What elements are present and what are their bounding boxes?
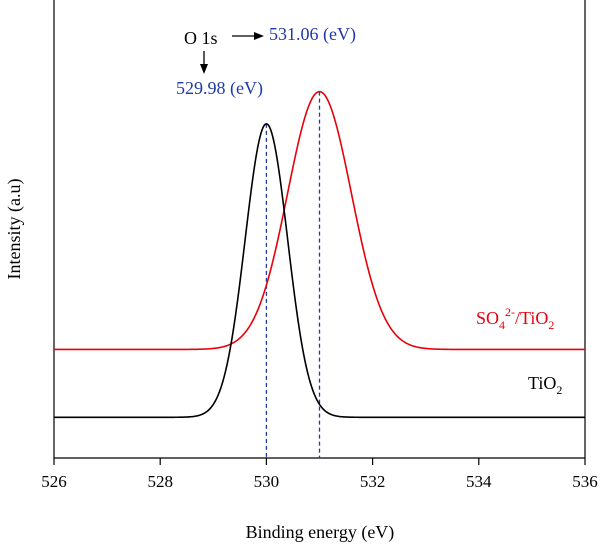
x-tick-label: 530 <box>254 472 280 491</box>
label-tio-sub: 2 <box>556 383 562 397</box>
x-ticks <box>53 458 586 465</box>
y-axis-label: Intensity (a.u) <box>4 179 25 280</box>
series-curves <box>54 90 585 419</box>
x-tick-label: 532 <box>360 472 386 491</box>
x-tick-label: 534 <box>466 472 492 491</box>
x-tick-labels: 526 528 530 532 534 536 <box>41 472 598 491</box>
x-tick-label: 536 <box>572 472 598 491</box>
peak-guides <box>265 91 321 458</box>
label-so-mid: /TiO <box>515 308 548 328</box>
label-so-sup: 2- <box>505 305 515 319</box>
label-so-sub1: 4 <box>499 318 505 332</box>
arrow-right-icon <box>232 32 264 40</box>
x-tick-label: 526 <box>41 472 67 491</box>
peak-annotation-left: 529.98 (eV) <box>176 78 263 99</box>
x-axis-label: Binding energy (eV) <box>246 522 395 543</box>
series-label-so4-tio2: SO42-/TiO2 <box>476 305 554 332</box>
label-so-base: SO <box>476 308 499 328</box>
x-tick-label: 528 <box>147 472 173 491</box>
o1s-annotation: O 1s <box>184 28 218 48</box>
peak-annotation-right: 531.06 (eV) <box>269 24 356 45</box>
series-line-so4-tio2 <box>54 90 585 351</box>
arrow-down-icon <box>200 51 208 74</box>
series-label-tio2: TiO2 <box>528 373 562 397</box>
series-line-tio2 <box>54 122 585 419</box>
label-so-sub2: 2 <box>548 318 554 332</box>
label-tio-base: TiO <box>528 373 556 393</box>
